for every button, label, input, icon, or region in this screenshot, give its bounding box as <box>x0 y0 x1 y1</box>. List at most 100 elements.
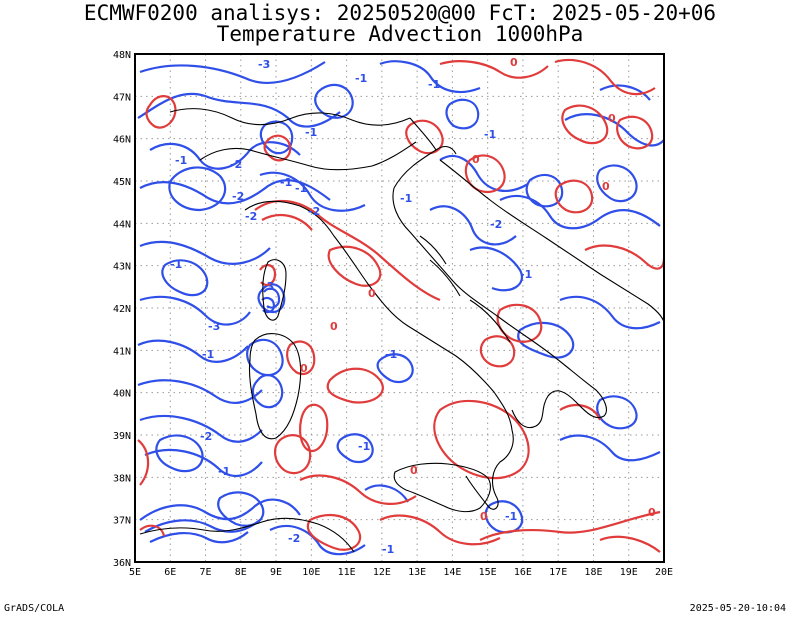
latitude-label: 39N <box>113 431 131 442</box>
pos-contour <box>254 199 441 302</box>
longitude-label: 5E <box>129 567 141 578</box>
contour-value-label: -2 <box>308 205 320 218</box>
contour-value-label: -3 <box>262 280 274 293</box>
neg-contour <box>439 154 529 193</box>
longitude-label: 15E <box>479 567 497 578</box>
pos-contour <box>479 335 516 368</box>
longitude-label: 6E <box>164 567 176 578</box>
axis-labels: 36N 37N 38N 39N 40N 41N 42N 43N 44N 45N 46N 47N 48N 5… <box>113 50 673 578</box>
pos-contour <box>561 104 609 145</box>
contour-value-label: 0 <box>472 153 480 166</box>
latitude-label: 36N <box>113 558 131 569</box>
neg-contour <box>559 434 661 462</box>
contour-value-label: 0 <box>410 464 418 477</box>
coastline <box>199 141 417 171</box>
longitude-label: 14E <box>443 567 461 578</box>
longitude-label: 10E <box>302 567 320 578</box>
contour-value-label: -3 <box>208 320 220 333</box>
pos-contour <box>405 119 444 155</box>
latitude-label: 48N <box>113 50 131 61</box>
longitude-label: 20E <box>655 567 673 578</box>
longitude-label: 18E <box>584 567 602 578</box>
pos-contour <box>439 60 549 79</box>
contour-value-label: 0 <box>368 287 376 300</box>
pos-contour <box>479 510 661 541</box>
neg-contour <box>251 373 284 409</box>
plot-frame <box>134 53 665 563</box>
software-credit: GrADS/COLA <box>4 603 65 614</box>
border <box>469 299 511 343</box>
latitude-label: 38N <box>113 473 131 484</box>
contour-labels: -1-2-3-1-2-1-1-2-1-1-2-1-1-3-2-1-1-1-2-1… <box>170 56 656 556</box>
contour-value-label: 0 <box>300 362 308 375</box>
pos-contour <box>137 439 150 486</box>
map-title: ECMWF0200 analisys: 20250520@00 FcT: 202… <box>83 1 717 25</box>
neg-contour <box>564 113 664 147</box>
contour-value-label: -1 <box>355 72 367 85</box>
neg-contour <box>429 205 517 246</box>
pos-contour <box>139 524 166 537</box>
border-alps <box>169 108 411 126</box>
contour-value-label: 0 <box>648 506 656 519</box>
coastline-corsica <box>262 259 287 321</box>
longitude-label: 13E <box>408 567 426 578</box>
latitude-label: 43N <box>113 262 131 273</box>
contour-value-label: -1 <box>505 510 517 523</box>
longitude-label: 12E <box>373 567 391 578</box>
pos-contour <box>554 179 594 214</box>
neg-contour <box>259 171 366 212</box>
latitude-label: 37N <box>113 516 131 527</box>
coastline <box>244 200 514 510</box>
contour-value-label: -2 <box>200 430 212 443</box>
coastline-sardinia <box>248 333 302 440</box>
contour-value-label: -2 <box>230 158 242 171</box>
latitude-label: 42N <box>113 304 131 315</box>
neg-contour <box>445 98 480 130</box>
contour-value-label: -1 <box>175 154 187 167</box>
neg-contour <box>596 395 638 430</box>
neg-contour <box>144 448 263 478</box>
neg-contour <box>144 519 261 533</box>
pos-contour <box>584 244 664 270</box>
neg-contour <box>217 491 265 527</box>
border <box>429 259 461 297</box>
negative-contours <box>137 60 664 556</box>
neg-contour <box>137 379 263 404</box>
latitude-label: 44N <box>113 219 131 230</box>
pos-contour <box>299 403 329 453</box>
pos-contour <box>326 367 384 404</box>
latitude-label: 46N <box>113 135 131 146</box>
neg-contour <box>137 92 341 128</box>
longitude-label: 17E <box>549 567 567 578</box>
contour-value-label: -1 <box>202 348 214 361</box>
neg-contour <box>161 259 209 297</box>
pos-contour <box>274 434 312 475</box>
pos-contour <box>379 514 501 546</box>
map-subtitle: Temperature Advection 1000hPa <box>216 22 584 46</box>
neg-contour <box>269 524 366 556</box>
coastlines <box>139 108 664 553</box>
contour-value-label: -1 <box>400 192 412 205</box>
pos-contour <box>599 535 661 553</box>
longitude-label: 16E <box>514 567 532 578</box>
pos-contour <box>145 95 177 129</box>
border <box>419 235 447 265</box>
contour-value-label: 0 <box>608 112 616 125</box>
neg-contour <box>261 296 276 314</box>
neg-contour <box>139 295 251 326</box>
contour-value-label: -2 <box>490 218 502 231</box>
neg-contour <box>155 434 204 473</box>
render-timestamp: 2025-05-20-10:04 <box>689 603 786 614</box>
pos-contour <box>299 474 417 505</box>
pos-contour <box>433 399 530 480</box>
pos-contour <box>286 340 316 376</box>
latitude-label: 47N <box>113 92 131 103</box>
contour-value-label: -2 <box>245 210 257 223</box>
neg-contour <box>336 433 374 464</box>
neg-contour <box>469 246 523 292</box>
neg-contour <box>149 531 249 544</box>
contour-value-label: -1 <box>305 126 317 139</box>
contour-value-label: -2 <box>288 532 300 545</box>
coastline <box>392 187 607 428</box>
pos-contour <box>559 403 602 421</box>
